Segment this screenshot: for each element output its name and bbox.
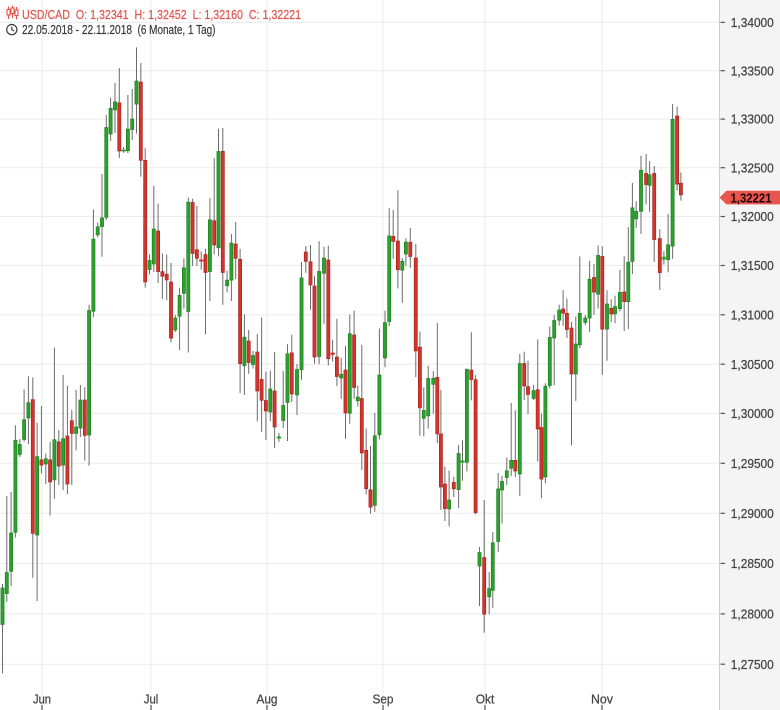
svg-text:1,33000: 1,33000 [731, 112, 774, 127]
svg-text:USD/CAD O: 1,32341 H: 1,3245: USD/CAD O: 1,32341 H: 1,32452 L: 1,32160… [22, 7, 301, 22]
svg-text:1,32000: 1,32000 [731, 209, 774, 224]
svg-text:Nov: Nov [591, 691, 613, 706]
svg-text:1,33500: 1,33500 [731, 63, 774, 78]
svg-text:1,28000: 1,28000 [731, 607, 774, 622]
svg-text:Jul: Jul [144, 691, 159, 706]
svg-text:1,31000: 1,31000 [731, 307, 774, 322]
svg-text:(6 Monate, 1 Tag): (6 Monate, 1 Tag) [138, 22, 216, 37]
svg-text:Jun: Jun [33, 691, 51, 706]
svg-text:1,32221: 1,32221 [731, 191, 772, 205]
svg-text:Okt: Okt [476, 691, 495, 706]
svg-text:1,27500: 1,27500 [731, 657, 774, 672]
svg-text:1,30000: 1,30000 [731, 406, 774, 421]
svg-text:Aug: Aug [257, 691, 278, 706]
svg-text:1,30500: 1,30500 [731, 357, 774, 372]
svg-text:Sep: Sep [373, 691, 394, 706]
svg-text:1,34000: 1,34000 [731, 15, 774, 30]
svg-text:1,28500: 1,28500 [731, 556, 774, 571]
svg-text:1,32500: 1,32500 [731, 160, 774, 175]
svg-text:1,29500: 1,29500 [731, 456, 774, 471]
svg-text:22.05.2018 - 22.11.2018: 22.05.2018 - 22.11.2018 [22, 22, 132, 37]
svg-text:1,31500: 1,31500 [731, 258, 774, 273]
svg-text:1,29000: 1,29000 [731, 506, 774, 521]
